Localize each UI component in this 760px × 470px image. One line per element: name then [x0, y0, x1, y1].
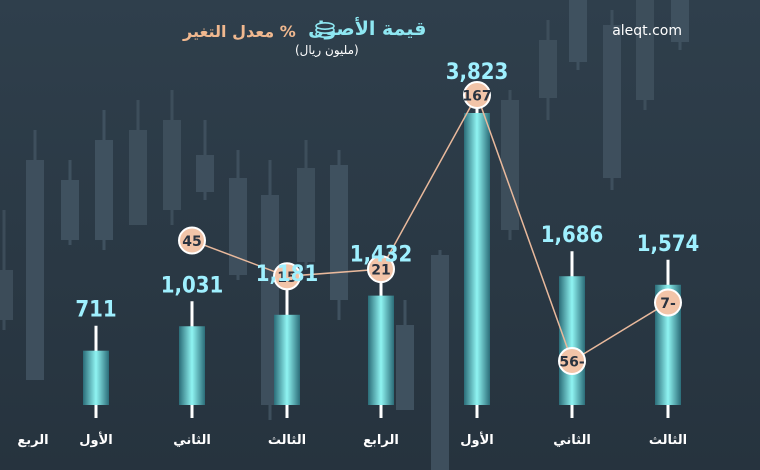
change-value-label: 7- — [660, 296, 676, 312]
edge-quarter-label: الربع — [17, 433, 48, 448]
change-markers-layer: 45 15 21 167 56- 7- — [178, 81, 682, 375]
change-marker — [367, 255, 395, 284]
bg-candle-body — [297, 168, 315, 262]
quarter-label: الثالث — [268, 433, 306, 448]
change-marker — [463, 81, 491, 109]
legend: % معدل التغير قيمة الأصول (مليون ريال) a… — [182, 17, 682, 58]
asset-value-label: 1,031 — [161, 273, 224, 298]
asset-bar — [274, 314, 300, 405]
bg-candle-body — [61, 180, 79, 240]
bg-candle-body — [196, 155, 214, 192]
asset-bar — [179, 326, 205, 405]
asset-bar — [368, 295, 394, 405]
bg-candle-body — [539, 40, 557, 98]
asset-value-label: 1,686 — [541, 223, 604, 248]
change-value-label: 15 — [277, 270, 296, 286]
quarter-label: الثالث — [649, 433, 687, 448]
asset-value-label: 3,823 — [446, 60, 509, 85]
asset-bar — [464, 113, 490, 405]
bg-candle-body — [26, 160, 44, 380]
bg-candle-body — [396, 325, 414, 410]
bg-candle-body — [95, 140, 113, 240]
change-value-label: 56- — [559, 355, 584, 371]
background-candles — [0, 0, 689, 470]
bg-candle-body — [229, 178, 247, 275]
bars-layer — [83, 88, 681, 418]
coins-icon — [315, 21, 335, 39]
bg-candle-body — [163, 120, 181, 210]
bg-candle-body — [0, 270, 13, 320]
quarter-label: الثاني — [553, 433, 591, 448]
quarter-label: الأول — [79, 431, 113, 448]
asset-bar — [559, 276, 585, 405]
change-value-label: 45 — [182, 234, 201, 250]
change-value-label: 21 — [371, 263, 390, 279]
quarter-label: الأول — [460, 431, 494, 448]
change-line-layer — [191, 93, 669, 363]
change-line — [191, 93, 669, 363]
quarter-label: الثاني — [173, 433, 211, 448]
asset-value-label: 1,574 — [637, 232, 700, 257]
source-label: aleqt.com — [612, 23, 682, 39]
legend-change-label: % معدل التغير — [182, 22, 296, 41]
bg-candle-body — [431, 255, 449, 470]
legend-assets-unit: (مليون ريال) — [295, 43, 359, 58]
legend-assets-label: قيمة الأصول — [308, 17, 427, 40]
change-value-label: 167 — [462, 89, 491, 105]
asset-value-label: 1,181 — [256, 262, 319, 287]
change-marker — [273, 262, 301, 291]
bg-candle-body — [330, 165, 348, 300]
quarter-label: الرابع — [363, 433, 399, 448]
bg-candle-body — [671, 0, 689, 42]
asset-bar — [83, 350, 109, 405]
change-marker — [178, 226, 206, 255]
change-marker — [654, 288, 682, 317]
bg-candle-body — [129, 130, 147, 225]
bg-candle-body — [569, 0, 587, 62]
change-marker — [558, 347, 586, 375]
asset-value-label: 1,432 — [350, 243, 413, 268]
labels-layer: 711 1,031 1,181 1,432 3,823 1,686 1,574 الأول ال… — [17, 60, 699, 448]
asset-value-label: 711 — [75, 298, 116, 323]
bg-candle-body — [501, 100, 519, 230]
bg-candle-body — [603, 25, 621, 178]
bg-candle-body — [636, 0, 654, 100]
